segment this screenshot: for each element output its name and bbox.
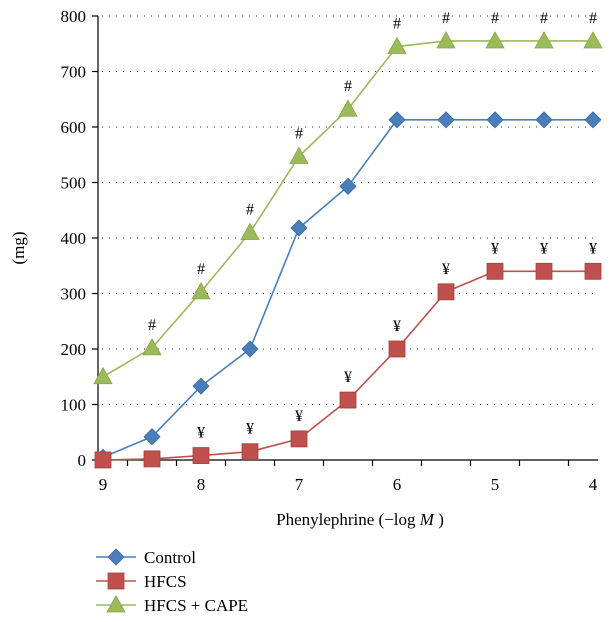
x-tick-label: 4 [589,475,598,494]
significance-mark: # [295,125,303,142]
significance-mark: ¥ [295,408,303,425]
x-tick-label: 6 [393,475,402,494]
legend: Control HFCS HFCS + CAPE [96,548,248,615]
x-tick-label: 9 [99,475,108,494]
legend-item: HFCS + CAPE [96,595,248,615]
significance-mark: # [344,78,352,95]
series-diamond [94,111,602,466]
x-tick-label: 5 [491,475,500,494]
significance-mark: # [246,201,254,218]
data-point [93,366,113,385]
x-axis-title-close: ) [438,510,444,529]
legend-marker [107,548,125,566]
significance-mark: ¥ [540,240,548,257]
data-point [584,262,602,280]
data-point [388,111,406,129]
data-point [290,219,308,237]
y-tick-label: 500 [61,174,87,193]
gridlines [102,15,598,405]
y-tick-label: 300 [61,285,87,304]
significance-mark: ¥ [442,261,450,278]
data-point [485,31,505,49]
data-point [339,177,357,195]
y-tick-label: 200 [61,340,87,359]
x-tick-label: 7 [295,475,304,494]
legend-item: Control [96,548,196,567]
legend-marker [106,595,126,613]
annotations: ¥ ¥ ¥ ¥ ¥ ¥ ¥ ¥ ¥ # # # # # # # # # # [148,10,597,442]
data-point [583,31,603,49]
data-point [535,262,553,280]
data-point [486,262,504,280]
data-point [289,146,309,164]
significance-mark: ¥ [393,318,401,335]
data-point [437,111,455,129]
data-point [192,447,210,464]
tick-labels: 0 100 200 300 400 500 600 700 800 9 8 7 6 5 4 [61,7,598,494]
data-point [94,451,112,469]
x-axis-title: Phenylephrine (−log M ) [276,510,444,529]
significance-mark: # [491,10,499,27]
data-point [240,222,260,240]
series-square [94,262,602,469]
data-point [486,111,504,129]
data-point [143,428,161,446]
significance-mark: ¥ [344,369,352,386]
significance-mark: # [148,317,156,334]
data-point [584,111,602,129]
significance-mark: ¥ [197,425,205,442]
significance-mark: ¥ [589,240,597,257]
significance-mark: # [589,10,597,27]
legend-item: HFCS [96,572,187,591]
data-point [437,283,455,301]
data-point [338,99,358,117]
data-point [387,36,407,54]
y-tick-label: 400 [61,229,87,248]
legend-label: Control [144,548,196,567]
data-point [241,340,259,358]
data-point [192,377,210,395]
significance-mark: # [540,10,548,27]
significance-mark: # [442,10,450,27]
data-point [534,31,554,49]
data-point [142,338,162,356]
data-point [290,430,308,448]
y-tick-label: 0 [78,451,87,470]
significance-mark: # [393,16,401,33]
significance-mark: ¥ [491,240,499,257]
data-point [339,391,357,409]
data-point [191,282,211,300]
series [93,31,603,469]
legend-label: HFCS [144,572,187,591]
data-point [388,340,406,358]
data-point [535,111,553,129]
series-line [102,270,593,461]
y-tick-label: 100 [61,396,87,415]
y-tick-label: 800 [61,7,87,26]
significance-mark: # [197,261,205,278]
data-point [436,31,456,49]
legend-label: HFCS + CAPE [144,596,248,615]
x-axis-title-variable: M [419,510,435,529]
significance-mark: ¥ [246,421,254,438]
data-point [143,450,161,468]
y-axis-title: (mg) [9,231,28,264]
y-tick-label: 600 [61,118,87,137]
legend-marker [107,572,125,590]
data-point [241,443,259,461]
x-tick-label: 8 [197,475,206,494]
series-triangle [93,31,603,385]
x-axis-title-main: Phenylephrine (−log [276,510,416,529]
y-tick-label: 700 [61,63,87,82]
